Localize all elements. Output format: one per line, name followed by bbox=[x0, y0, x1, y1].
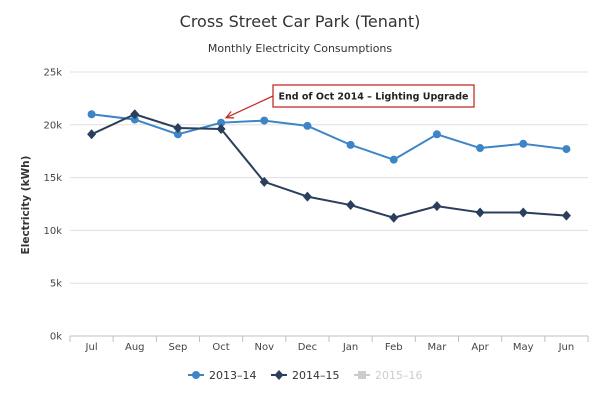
y-tick-label: 20k bbox=[43, 120, 62, 131]
legend-item-3[interactable]: 2015–16 bbox=[354, 369, 423, 382]
x-tick-label: Nov bbox=[254, 342, 274, 353]
legend-item-1[interactable]: 2013–14 bbox=[188, 369, 257, 382]
data-point bbox=[432, 130, 441, 139]
series-2 bbox=[87, 109, 571, 223]
legend-label: 2013–14 bbox=[209, 369, 257, 382]
y-tick-layer: 0k 5k 10k 15k 20k 25k bbox=[43, 68, 62, 343]
x-tick-label: May bbox=[513, 342, 534, 353]
x-tick-layer: Jul Aug Sep Oct Nov Dec Jan Feb Mar Apr May Jun bbox=[69, 336, 589, 353]
data-point bbox=[346, 200, 356, 211]
data-point bbox=[87, 110, 96, 119]
legend-label: 2015–16 bbox=[375, 369, 423, 382]
data-point bbox=[130, 115, 139, 124]
data-point bbox=[130, 109, 140, 120]
grid-layer bbox=[70, 71, 588, 337]
data-point bbox=[302, 191, 312, 202]
legend-marker bbox=[274, 370, 284, 380]
data-point bbox=[519, 139, 528, 148]
y-tick-label: 25k bbox=[43, 68, 62, 79]
data-point bbox=[389, 212, 399, 223]
data-point bbox=[259, 176, 269, 187]
y-axis-label: Electricity (kWh) bbox=[20, 156, 32, 255]
data-point bbox=[173, 130, 182, 139]
chart-subtitle: Monthly Electricity Consumptions bbox=[208, 42, 393, 55]
x-tick-label: Dec bbox=[298, 342, 317, 353]
data-point bbox=[476, 144, 485, 153]
x-tick-label: Aug bbox=[125, 342, 145, 353]
data-point bbox=[518, 207, 528, 218]
series-line bbox=[91, 113, 567, 161]
data-point bbox=[562, 145, 571, 154]
legend-marker bbox=[358, 371, 366, 379]
series-layer bbox=[87, 109, 571, 223]
data-point bbox=[346, 140, 355, 149]
series-line bbox=[91, 113, 567, 219]
x-tick-label: Mar bbox=[427, 342, 447, 353]
annotation-text: End of Oct 2014 – Lighting Upgrade bbox=[279, 92, 469, 103]
annotation-arrowhead bbox=[224, 111, 235, 119]
data-point bbox=[475, 207, 485, 218]
legend[interactable]: 2013–14 2014–15 2015–16 bbox=[188, 369, 423, 382]
legend-item-2[interactable]: 2014–15 bbox=[271, 369, 340, 382]
data-point bbox=[303, 121, 312, 130]
x-tick-label: Oct bbox=[212, 342, 229, 353]
x-tick-label: Sep bbox=[168, 342, 187, 353]
x-tick-label: Apr bbox=[471, 342, 489, 353]
data-point bbox=[217, 118, 226, 127]
data-point bbox=[260, 116, 269, 125]
x-tick-label: Feb bbox=[385, 342, 403, 353]
y-tick-label: 15k bbox=[43, 173, 62, 184]
y-tick-label: 0k bbox=[50, 332, 62, 343]
annotation: End of Oct 2014 – Lighting Upgrade bbox=[224, 84, 475, 119]
y-tick-label: 10k bbox=[43, 226, 62, 237]
legend-marker bbox=[192, 371, 200, 379]
data-point bbox=[216, 124, 226, 135]
x-tick-label: Jun bbox=[558, 342, 575, 353]
legend-label: 2014–15 bbox=[292, 369, 340, 382]
data-point bbox=[173, 122, 183, 133]
data-point bbox=[561, 210, 571, 221]
data-point bbox=[389, 155, 398, 164]
x-tick-label: Jul bbox=[85, 342, 98, 353]
x-tick-label: Jan bbox=[342, 342, 358, 353]
y-tick-label: 5k bbox=[50, 279, 62, 290]
series-1 bbox=[87, 110, 571, 164]
annotation-arrow bbox=[225, 95, 274, 119]
data-point bbox=[87, 129, 97, 140]
chart-title: Cross Street Car Park (Tenant) bbox=[180, 12, 421, 31]
data-point bbox=[432, 201, 442, 212]
